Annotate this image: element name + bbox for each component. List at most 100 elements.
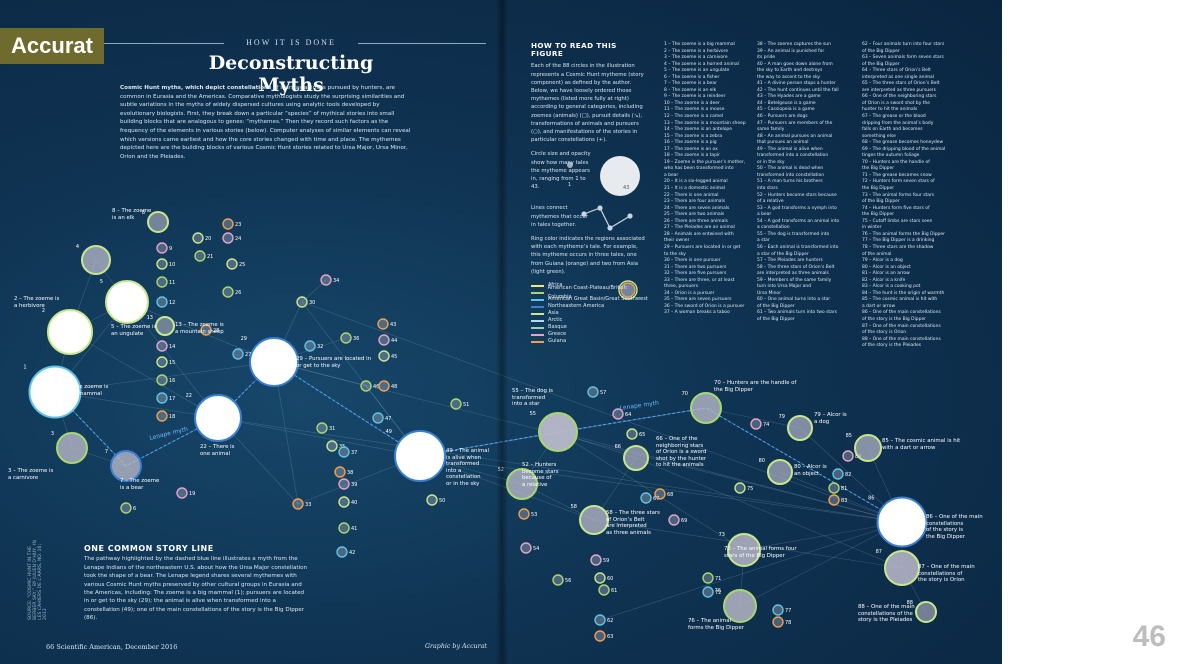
node-number: 60 (607, 576, 613, 582)
intro-body: of stars as animals pursued by hunters, … (120, 85, 411, 160)
node-label-7: 7 – The zoeme is a bear (120, 478, 160, 491)
node-number: 45 (391, 354, 397, 360)
legend-swatch (531, 284, 544, 287)
ring-explainer: Ring color indicates the regions associa… (531, 236, 645, 275)
node-label-3: 3 – The zoeme is a carnivore (8, 468, 54, 481)
lines-explainer: Lines connect mythemes that occur in tal… (531, 205, 588, 228)
mytheme-entry: 11 – The zoeme is a moose (664, 107, 725, 113)
node-number: 67 (653, 496, 659, 502)
mytheme-entry: of the story is the Big Dipper (862, 316, 926, 322)
mytheme-node-64: 64 (612, 408, 631, 420)
connection-line (217, 417, 903, 523)
mytheme-entry: 58 – The three stars of Orion’s Belt (757, 264, 835, 270)
mytheme-entry: 18 – The zoeme is a tapir (664, 153, 721, 159)
mytheme-entry: 38 – The zoeme captures the sun (757, 42, 831, 47)
legend-label: Basque (548, 324, 567, 331)
mytheme-node-77: 77 (772, 604, 791, 616)
mytheme-entry: 73 – The animal forms four stars (862, 192, 935, 198)
page-gutter (496, 0, 508, 664)
mytheme-node-65: 65 (626, 428, 645, 440)
mytheme-node-33: 33 (292, 498, 311, 510)
mytheme-entry: into stars (757, 186, 778, 192)
mytheme-entry: same family (757, 127, 785, 133)
mytheme-node-43: 43 (377, 318, 396, 330)
node-label-29: 29 – Pursuers are located in or get to t… (296, 356, 372, 369)
mytheme-entry: 63 – Seven animals form seven stars (862, 55, 944, 61)
node-number: 56 (565, 578, 571, 584)
mytheme-entry: 12 – The zoeme is a camel (664, 114, 724, 120)
node-number: 4 (76, 244, 79, 250)
node-number: 23 (235, 222, 241, 228)
mytheme-node-15: 15 (156, 356, 175, 368)
mytheme-entry: tinges the autumn foliage (862, 153, 920, 159)
mytheme-node-83: 83 (828, 494, 847, 506)
mytheme-entry: of the story is the Pleiades (862, 343, 922, 349)
mytheme-node-29: 29 (241, 336, 299, 387)
mytheme-entry: hunter to hit the animals (862, 107, 918, 113)
mytheme-entry: 6 – The zoeme is a fisher (664, 74, 720, 80)
node-number: 20 (205, 236, 211, 242)
mytheme-node-66: 66 (615, 444, 649, 471)
node-number: 42 (349, 550, 355, 556)
mytheme-entry: 56 – Each animal is transformed into (757, 244, 839, 250)
connection-line (126, 301, 219, 419)
node-number: 86 (868, 496, 874, 502)
story-line-box: ONE COMMON STORY LINE The pathway highli… (84, 544, 308, 623)
mytheme-node-30: 30 (296, 296, 315, 308)
mytheme-entry: 29 – Pursuers are located in or get (664, 244, 741, 250)
legend-swatch (531, 333, 544, 336)
node-number: 3 (51, 431, 54, 437)
mytheme-entry: or in the sky (757, 159, 785, 165)
mytheme-node-24: 24 (222, 232, 241, 244)
mytheme-entry: a star of the Big Dipper (757, 251, 809, 257)
node-label-88: 88 – One of the main constellations of t… (858, 604, 915, 624)
node-number: 68 (667, 492, 673, 498)
mytheme-entry: 65 – The three stars of Orion’s Belt (862, 81, 940, 87)
node-number: 41 (351, 526, 357, 532)
kicker-rule-left (104, 43, 224, 44)
node-number: 6 (133, 506, 136, 512)
mytheme-node-6: 6 (120, 502, 136, 514)
mytheme-node-41: 41 (338, 522, 357, 534)
mytheme-entry: something else (862, 133, 896, 139)
mytheme-entry: a star (757, 238, 770, 244)
mytheme-node-46: 46 (360, 380, 379, 392)
legend-swatch (531, 298, 544, 301)
mytheme-entry: 28 – Animals are entwined with (664, 231, 734, 237)
mytheme-node-48: 48 (378, 380, 397, 392)
mytheme-entry: falls on Earth and becomes (862, 127, 923, 133)
node-label-66: 66 – One of the neighboring stars of Ori… (656, 436, 707, 469)
legend-item: Greece (531, 331, 649, 338)
mytheme-node-61: 61 (598, 584, 617, 596)
mytheme-node-20: 20 (192, 232, 211, 244)
mytheme-node-70: 70 (682, 391, 722, 424)
story-heading: ONE COMMON STORY LINE (84, 544, 214, 553)
mytheme-entry: 62 – Four animals turn into four stars (862, 42, 945, 47)
connection-line (599, 521, 903, 621)
mytheme-node-54: 54 (520, 542, 539, 554)
mytheme-node-16: 16 (156, 374, 175, 386)
mytheme-entry: 86 – One of the main constellations (862, 310, 941, 316)
node-number: 59 (603, 558, 609, 564)
mytheme-node-47: 47 (372, 412, 391, 424)
mytheme-entry: 32 – There are five pursuers (664, 271, 727, 277)
mytheme-entry: 44 – Betelgeuse is a game (757, 100, 816, 106)
legend-label: Africa (548, 282, 563, 289)
mytheme-entry: 81 – Alcor is an arrow (862, 271, 910, 277)
node-label-73: 73 – The animal forms four stars of the … (724, 546, 797, 559)
mytheme-node-49: 49 (386, 429, 446, 482)
node-number: 28 (213, 328, 219, 334)
node-number: 76 (715, 588, 721, 594)
mytheme-node-72: 72 (702, 586, 721, 598)
node-number: 74 (763, 422, 769, 428)
mytheme-entry: 76 – The animal forms the Big Dipper (862, 231, 945, 237)
node-number: 48 (391, 384, 397, 390)
mytheme-entry: 54 – A god transforms an animal into (757, 218, 840, 224)
mytheme-entry: 24 – There are seven animals (664, 205, 730, 211)
connection-line (705, 407, 801, 429)
node-number: 10 (169, 262, 175, 268)
mytheme-node-80: 80 (759, 458, 793, 485)
line-demo-node (607, 225, 613, 231)
node-number: 54 (533, 546, 539, 552)
